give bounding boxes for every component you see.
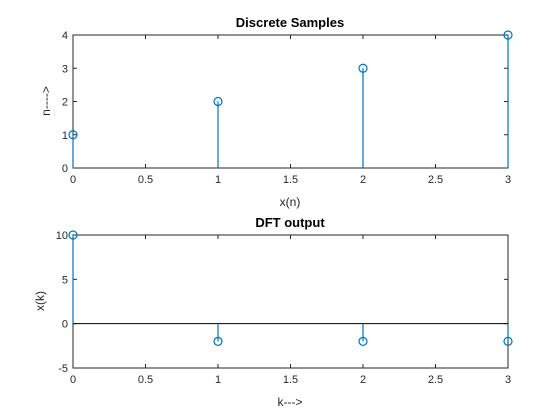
top-stem-marker	[213, 96, 223, 107]
bottom-stem-marker	[213, 336, 223, 346]
bottom-x-tick-label: 1	[215, 374, 221, 386]
bottom-x-tick-label: 0.5	[138, 374, 153, 386]
bottom-stem-marks	[68, 230, 513, 346]
top-stem-marker	[358, 63, 368, 73]
plot-area-top	[72, 34, 509, 169]
bottom-stem-marker	[503, 336, 513, 346]
top-x-tick-label: 1.5	[283, 174, 298, 186]
top-y-tick-label: 1	[62, 130, 68, 142]
top-x-tick-label: 1	[215, 174, 221, 186]
bottom-y-tick-label: 0	[62, 319, 68, 331]
bottom-chart-title: DFT output	[255, 215, 325, 230]
top-y-tick-label: 2	[62, 97, 68, 109]
top-x-tick-label: 0.5	[138, 174, 153, 186]
top-y-tick-label: 3	[62, 63, 68, 75]
plot-area-bottom	[72, 234, 509, 369]
top-x-axis-label: x(n)	[280, 195, 301, 209]
top-y-tick-label: 0	[62, 163, 68, 175]
bottom-stem-marker	[358, 336, 368, 346]
bottom-x-tick-label: 0	[70, 374, 76, 386]
bottom-x-tick-label: 2	[360, 374, 366, 386]
bottom-y-tick-label: 5	[62, 274, 68, 286]
top-stem-marker	[68, 130, 78, 140]
top-x-tick-label: 3	[505, 174, 511, 186]
bottom-y-tick-label: 10	[56, 230, 68, 242]
bottom-stem-marker	[68, 230, 78, 240]
bottom-x-axis-label: k--->	[278, 395, 303, 409]
top-x-tick-label: 0	[70, 174, 76, 186]
bottom-x-tick-label: 2.5	[428, 374, 443, 386]
top-y-axis-label: n---->	[39, 86, 53, 116]
bottom-x-tick-label: 1.5	[283, 374, 298, 386]
bottom-y-axis-label: x(k)	[33, 291, 47, 311]
top-stem-marker	[503, 30, 513, 40]
dft-output-plot: DFT output k---> x(k) 0 0.5 1 1.5 2 2.5 3-5051…	[33, 215, 513, 409]
top-chart-title: Discrete Samples	[236, 15, 344, 30]
top-x-tick-label: 2	[360, 174, 366, 186]
top-x-tick-label: 2.5	[428, 174, 443, 186]
top-y-tick-label: 4	[62, 30, 68, 42]
top-stem-marks	[68, 30, 513, 168]
discrete-samples-plot: Discrete Samples x(n) n----> 0 0.5 1 1.5 2 2.…	[39, 15, 513, 209]
bottom-y-tick-label: -5	[58, 363, 68, 375]
bottom-x-tick-label: 3	[505, 374, 511, 386]
